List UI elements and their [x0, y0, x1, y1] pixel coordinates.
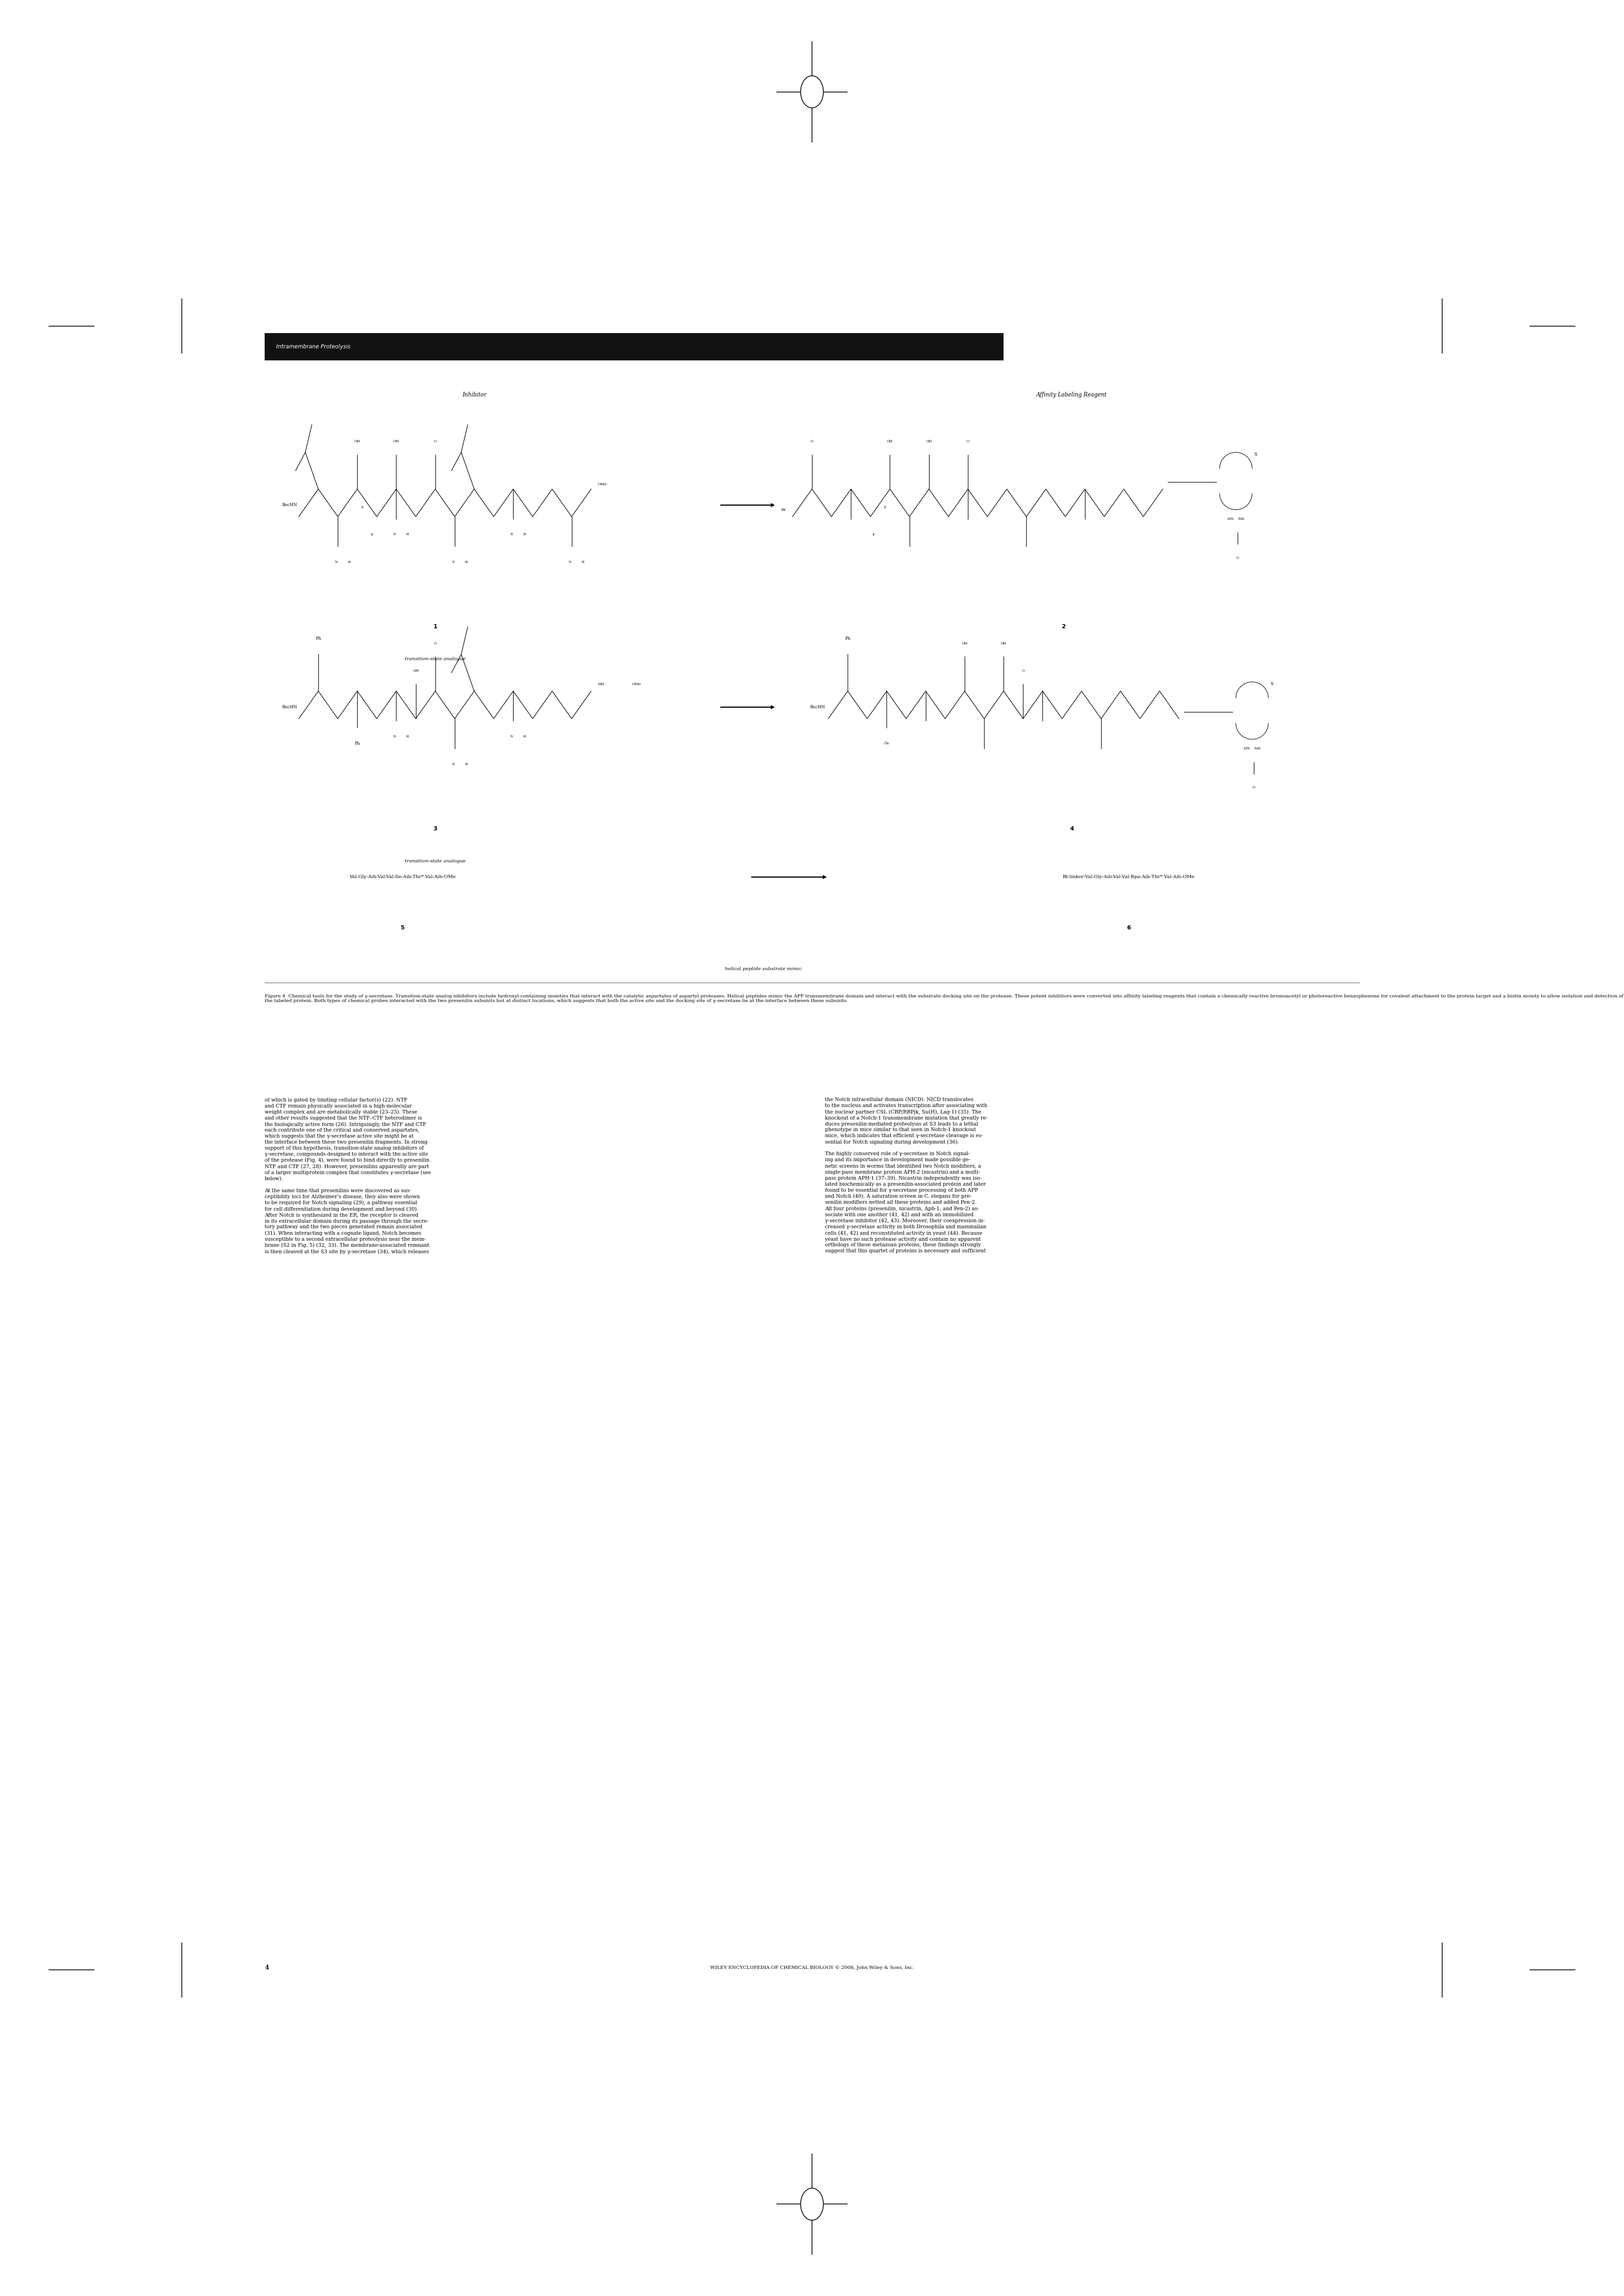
Text: N: N	[393, 533, 396, 537]
Text: Figure 4  Chemical tools for the study of γ-secretase. Transition-state analog i: Figure 4 Chemical tools for the study of…	[265, 994, 1624, 1003]
Text: O: O	[966, 439, 970, 443]
Text: H: H	[523, 735, 526, 739]
Text: S: S	[1254, 452, 1257, 457]
Text: O: O	[434, 641, 437, 645]
Text: O: O	[1021, 668, 1025, 673]
Text: HN    NH: HN NH	[1244, 746, 1260, 751]
Text: OH: OH	[393, 439, 400, 443]
Text: N: N	[451, 762, 455, 767]
Text: OMe: OMe	[632, 682, 641, 687]
Text: N: N	[568, 560, 572, 565]
Text: H: H	[348, 560, 351, 565]
Text: H: H	[581, 560, 585, 565]
Text: Val-Gly-Aib-Val-Val-Ile-Aib-Thr*·Val-Aib-OMe: Val-Gly-Aib-Val-Val-Ile-Aib-Thr*·Val-Aib…	[349, 875, 456, 879]
Text: 4: 4	[265, 1965, 268, 1970]
Text: 4: 4	[1070, 827, 1073, 831]
Text: BocHN: BocHN	[283, 503, 297, 507]
Text: H: H	[406, 533, 409, 537]
Text: NH: NH	[598, 682, 604, 687]
Text: H: H	[523, 533, 526, 537]
Text: N: N	[335, 560, 338, 565]
Text: 2: 2	[1062, 625, 1065, 629]
Text: Br: Br	[781, 507, 786, 512]
Text: the Notch intracellular domain (NICD). NICD translocates
to the nucleus and acti: the Notch intracellular domain (NICD). N…	[825, 1097, 987, 1254]
Text: F: F	[883, 505, 887, 510]
Text: O: O	[1236, 556, 1239, 560]
Text: OH: OH	[961, 641, 968, 645]
Text: 6: 6	[1127, 925, 1130, 930]
Text: Affinity Labeling Reagent: Affinity Labeling Reagent	[1036, 393, 1108, 397]
Text: of which is gated by limiting cellular factor(s) (22). NTF
and CTF remain physic: of which is gated by limiting cellular f…	[265, 1097, 430, 1254]
Text: N: N	[451, 560, 455, 565]
Text: Ph: Ph	[354, 742, 361, 746]
Text: 1: 1	[434, 625, 437, 629]
Text: O: O	[434, 439, 437, 443]
Text: Intramembrane Proteolysis: Intramembrane Proteolysis	[276, 344, 351, 349]
Text: S: S	[1270, 682, 1273, 687]
Text: OH: OH	[354, 439, 361, 443]
Text: transition-state analogue: transition-state analogue	[404, 657, 466, 661]
Text: BocHN: BocHN	[283, 705, 297, 709]
Text: F: F	[872, 533, 875, 537]
Text: N: N	[393, 735, 396, 739]
Text: N: N	[510, 735, 513, 739]
Text: Bt-linker-Val-Gly-Aib-Val-Val-Bpa-Aib-Thr*·Val-Aib-OMe: Bt-linker-Val-Gly-Aib-Val-Val-Bpa-Aib-Th…	[1062, 875, 1195, 879]
Bar	[265, 333, 1004, 360]
Text: HN    NH: HN NH	[1228, 517, 1244, 521]
Text: Ph: Ph	[315, 636, 322, 641]
Text: N: N	[510, 533, 513, 537]
Text: Inhibitor: Inhibitor	[463, 393, 486, 397]
Text: 5: 5	[401, 925, 404, 930]
Text: OH: OH	[887, 439, 893, 443]
Text: O: O	[810, 439, 814, 443]
Text: H: H	[464, 560, 468, 565]
Text: O: O	[1252, 785, 1255, 790]
Text: WILEY ENCYCLOPEDIA OF CHEMICAL BIOLOGY © 2008, John Wiley & Sons, Inc.: WILEY ENCYCLOPEDIA OF CHEMICAL BIOLOGY ©…	[710, 1965, 914, 1970]
Text: F: F	[361, 505, 364, 510]
Text: F: F	[370, 533, 374, 537]
Text: Ph: Ph	[844, 636, 851, 641]
Text: O̅s: O̅s	[883, 742, 890, 746]
Text: H: H	[406, 735, 409, 739]
Text: OH: OH	[1000, 641, 1007, 645]
Text: BocHN: BocHN	[810, 705, 825, 709]
Text: OMe: OMe	[598, 482, 607, 487]
Text: OH: OH	[926, 439, 932, 443]
Text: 3: 3	[434, 827, 437, 831]
Text: H: H	[464, 762, 468, 767]
Text: transition-state analogue: transition-state analogue	[404, 859, 466, 863]
Text: OH: OH	[412, 668, 419, 673]
Text: helical peptide substrate mimic: helical peptide substrate mimic	[724, 967, 802, 971]
